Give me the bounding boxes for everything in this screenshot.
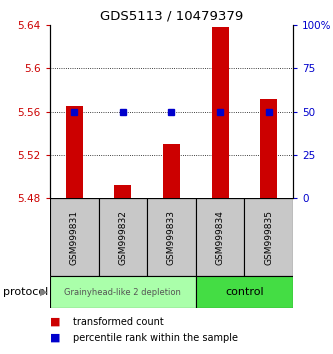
Text: GSM999832: GSM999832 bbox=[118, 210, 128, 265]
Text: control: control bbox=[225, 287, 264, 297]
Text: GSM999833: GSM999833 bbox=[167, 210, 176, 265]
Text: ▶: ▶ bbox=[40, 287, 48, 297]
Bar bbox=[196, 276, 293, 308]
Bar bbox=[211, 27, 229, 198]
Text: ■: ■ bbox=[50, 317, 61, 327]
Text: GSM999834: GSM999834 bbox=[215, 210, 225, 265]
Text: GSM999831: GSM999831 bbox=[70, 210, 79, 265]
Text: Grainyhead-like 2 depletion: Grainyhead-like 2 depletion bbox=[65, 287, 181, 297]
Bar bbox=[147, 198, 196, 276]
Bar bbox=[99, 198, 147, 276]
Bar bbox=[260, 98, 277, 198]
Text: protocol: protocol bbox=[3, 287, 49, 297]
Bar bbox=[196, 198, 244, 276]
Text: transformed count: transformed count bbox=[73, 317, 164, 327]
Bar bbox=[50, 198, 99, 276]
Bar bbox=[66, 106, 83, 198]
Bar bbox=[163, 144, 180, 198]
Bar bbox=[244, 198, 293, 276]
Text: percentile rank within the sample: percentile rank within the sample bbox=[73, 333, 238, 343]
Title: GDS5113 / 10479379: GDS5113 / 10479379 bbox=[100, 9, 243, 22]
Bar bbox=[50, 276, 196, 308]
Text: GSM999835: GSM999835 bbox=[264, 210, 273, 265]
Text: ■: ■ bbox=[50, 333, 61, 343]
Bar bbox=[114, 185, 132, 198]
